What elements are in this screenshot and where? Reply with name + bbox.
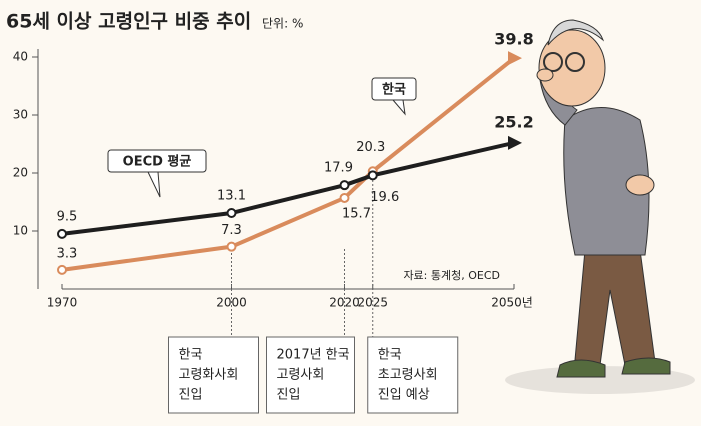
annotation-text: 진입 예상 bbox=[378, 388, 430, 403]
annotation-text: 진입 bbox=[277, 388, 301, 403]
y-tick-label: 30 bbox=[13, 108, 28, 122]
data-label: 7.3 bbox=[221, 223, 242, 238]
y-tick-label: 40 bbox=[13, 50, 28, 64]
data-point bbox=[367, 170, 378, 181]
data-label: 13.1 bbox=[217, 189, 246, 204]
data-point bbox=[339, 192, 350, 203]
legend-label: OECD 평균 bbox=[123, 154, 192, 170]
annotation-text: 고령화사회 bbox=[179, 368, 239, 383]
arrow-head bbox=[508, 135, 522, 150]
legend-pointer bbox=[147, 171, 161, 198]
legend-box bbox=[107, 149, 207, 173]
data-point bbox=[226, 241, 237, 252]
x-tick-label: 2025 bbox=[357, 296, 388, 310]
source: 자료: 통계청, OECD bbox=[403, 269, 500, 282]
data-point bbox=[226, 208, 237, 219]
data-label: 19.6 bbox=[370, 190, 399, 205]
data-point bbox=[57, 228, 67, 239]
arrow-head bbox=[508, 51, 522, 66]
data-point bbox=[57, 264, 67, 275]
y-tick-label: 20 bbox=[13, 166, 28, 180]
legend-label: 한국 bbox=[382, 82, 406, 98]
annotation-text: 한국 bbox=[378, 348, 402, 363]
x-tick-label: 2050년 bbox=[491, 296, 533, 310]
data-point bbox=[339, 180, 350, 191]
unit-label: 단위: % bbox=[262, 17, 303, 31]
illustration bbox=[505, 19, 695, 394]
annotation-text: 진입 bbox=[179, 388, 203, 403]
data-label: 15.7 bbox=[342, 206, 371, 221]
annotation-text: 초고령사회 bbox=[378, 368, 438, 383]
data-label: 3.3 bbox=[57, 246, 78, 261]
annotation-text: 2017년 한국 bbox=[277, 348, 350, 363]
legend-box bbox=[371, 77, 417, 101]
x-tick-label: 1970 bbox=[47, 296, 78, 310]
annotation-box bbox=[168, 336, 259, 414]
data-label: 39.8 bbox=[494, 30, 533, 49]
y-tick-label: 10 bbox=[13, 224, 28, 238]
data-label: 25.2 bbox=[494, 112, 533, 131]
annotation-text: 고령사회 bbox=[277, 368, 325, 383]
annotation-text: 한국 bbox=[179, 348, 203, 363]
data-label: 9.5 bbox=[57, 209, 78, 224]
annotation-box bbox=[367, 336, 459, 414]
annotation-box bbox=[266, 336, 355, 414]
chart-title: 65세 이상 고령인구 비중 추이 bbox=[6, 11, 251, 33]
legend-pointer bbox=[392, 99, 406, 116]
data-label: 17.9 bbox=[324, 161, 353, 176]
data-label: 20.3 bbox=[356, 140, 385, 155]
